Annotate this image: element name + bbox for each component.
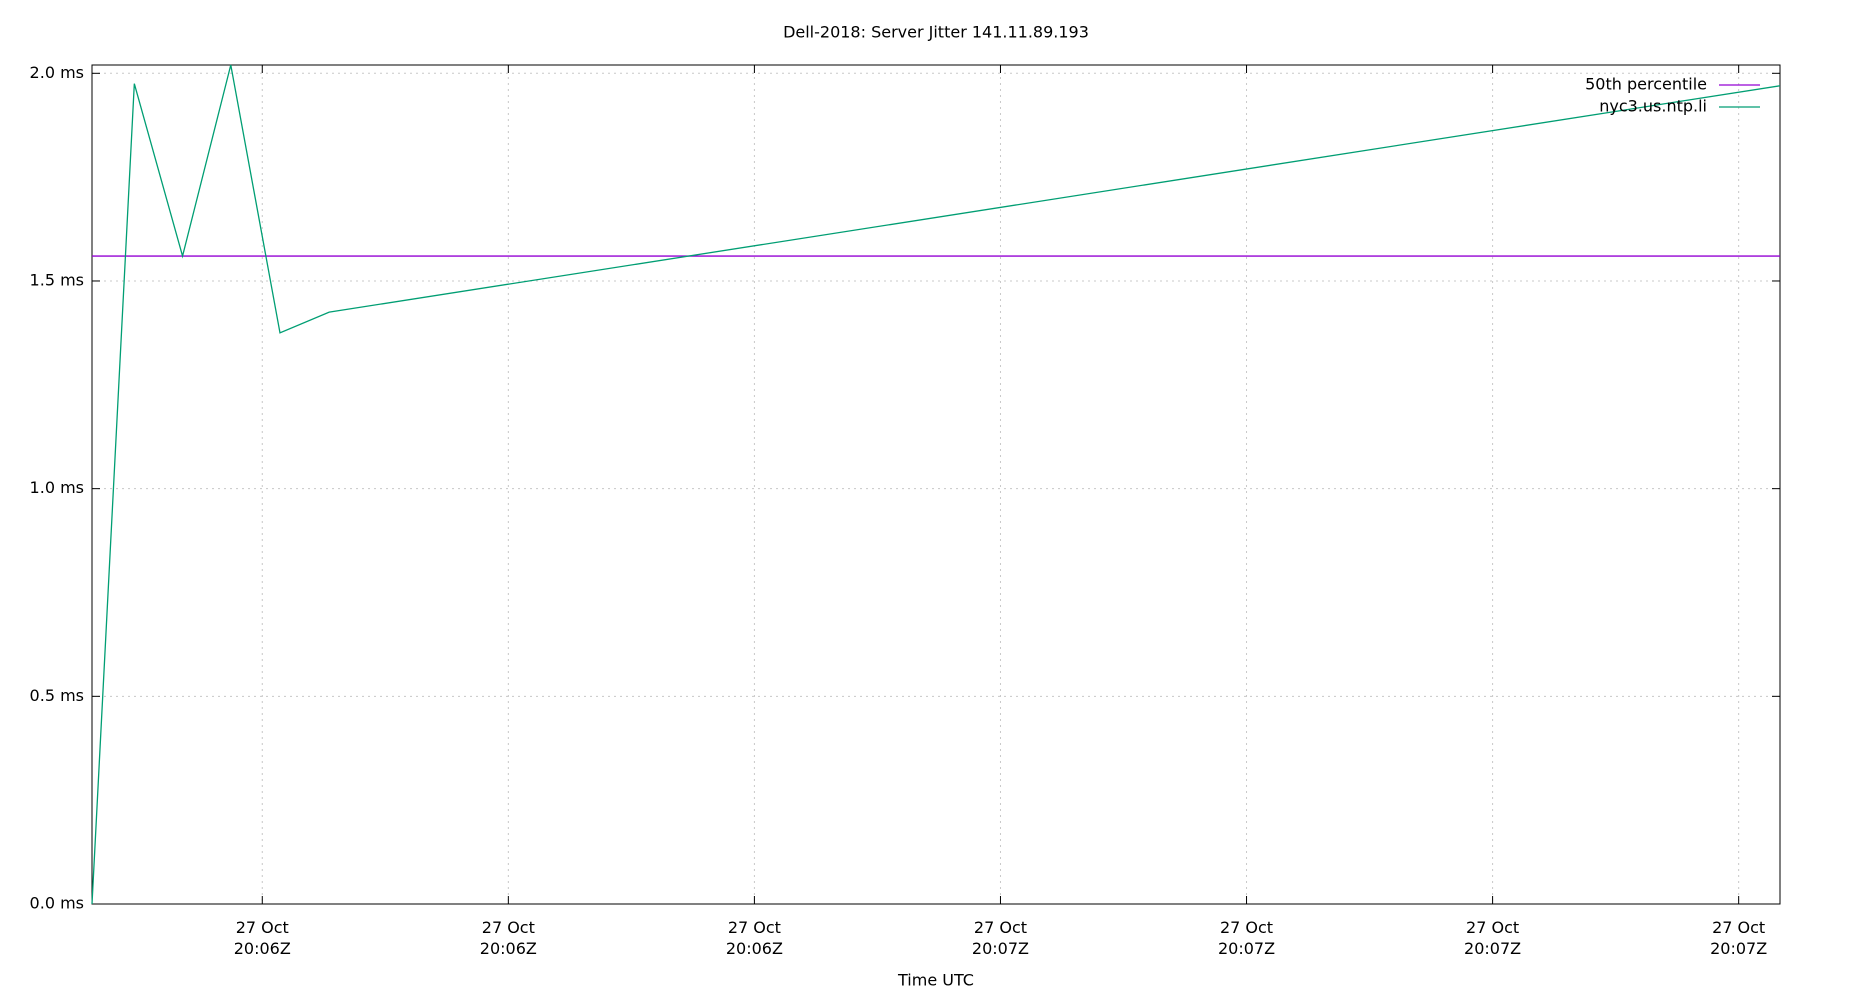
chart-title: Dell-2018: Server Jitter 141.11.89.193 xyxy=(783,23,1089,42)
plot-frame xyxy=(91,64,1781,905)
x-tick-label: 27 Oct 20:06Z xyxy=(725,918,783,958)
legend-label: nyc3.us.ntp.li xyxy=(1599,97,1707,116)
x-tick-label: 27 Oct 20:07Z xyxy=(1464,918,1522,958)
y-tick-label: 1.0 ms xyxy=(30,478,84,497)
x-tick-label: 27 Oct 20:06Z xyxy=(479,918,537,958)
x-tick-label: 27 Oct 20:06Z xyxy=(233,918,291,958)
x-tick-label: 27 Oct 20:07Z xyxy=(1710,918,1768,958)
y-tick-label: 0.5 ms xyxy=(30,686,84,705)
x-axis-label: Time UTC xyxy=(897,971,974,990)
y-tick-label: 1.5 ms xyxy=(30,270,84,289)
y-tick-label: 2.0 ms xyxy=(30,63,84,82)
series-line xyxy=(91,64,1781,905)
y-tick-label: 0.0 ms xyxy=(30,894,84,913)
x-tick-label: 27 Oct 20:07Z xyxy=(971,918,1029,958)
x-tick-label: 27 Oct 20:07Z xyxy=(1217,918,1276,958)
legend-label: 50th percentile xyxy=(1585,75,1707,94)
